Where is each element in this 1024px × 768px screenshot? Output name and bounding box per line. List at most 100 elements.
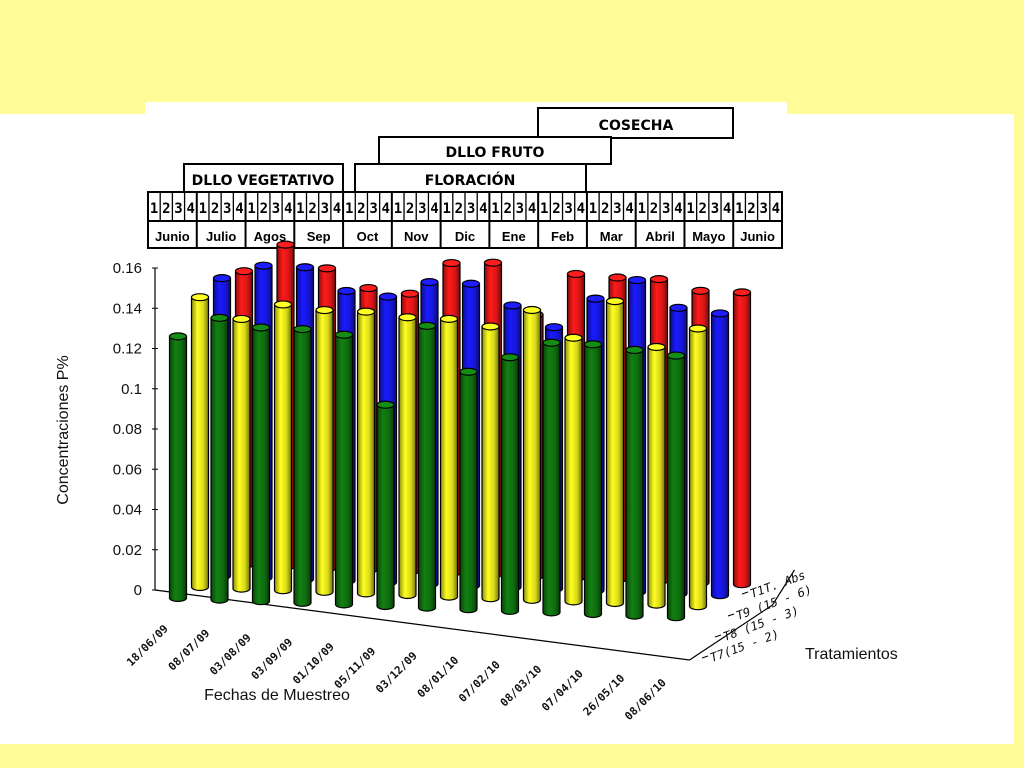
bar (168, 332, 188, 603)
week-number: 3 (759, 201, 767, 217)
x-tick-label: 03/12/09 (373, 649, 420, 696)
bar (334, 330, 354, 609)
y-axis: 0 0.02 0.04 0.06 0.08 0.1 0.12 0.14 0.16 (113, 260, 142, 599)
week-number: 1 (589, 201, 597, 217)
week-number: 4 (625, 201, 633, 217)
phase-box-vegetativo (183, 163, 344, 193)
x-tick-label: 08/06/10 (622, 676, 669, 723)
week-number: 1 (394, 201, 402, 217)
bar (439, 314, 459, 601)
panel-notch-right (787, 102, 1014, 114)
week-number: 1 (247, 201, 255, 217)
bar (522, 305, 542, 604)
x-axis-title: Fechas de Muestreo (204, 687, 350, 704)
week-number: 1 (638, 201, 646, 217)
week-number: 2 (699, 201, 707, 217)
month-label: Dic (455, 229, 475, 244)
month-label: Mayo (692, 229, 725, 244)
y-tick-label: 0.1 (121, 381, 142, 398)
week-number: 2 (747, 201, 755, 217)
panel-notch-left (0, 102, 145, 114)
week-number: 1 (296, 201, 304, 217)
month-label: Junio (155, 229, 190, 244)
week-number: 4 (235, 201, 243, 217)
week-number: 3 (516, 201, 524, 217)
week-number: 1 (686, 201, 694, 217)
week-number: 4 (479, 201, 487, 217)
month-label: Nov (404, 229, 429, 244)
week-number: 3 (662, 201, 670, 217)
week-number: 4 (186, 201, 194, 217)
y-axis-title: Concentraciones P% (55, 355, 72, 504)
x-tick-label: 03/08/09 (207, 631, 254, 678)
month-label: Feb (551, 229, 574, 244)
week-number: 2 (406, 201, 414, 217)
week-number: 4 (528, 201, 536, 217)
bar (232, 314, 251, 593)
phase-box-floracion (354, 163, 587, 193)
bar (190, 293, 210, 592)
week-number: 4 (382, 201, 390, 217)
chart-floor (154, 569, 796, 661)
week-number: 2 (650, 201, 658, 217)
y-tick-label: 0 (134, 582, 142, 599)
x-tick-label: 05/11/09 (332, 645, 379, 692)
week-number: 2 (552, 201, 560, 217)
x-tick-label: 08/03/10 (498, 663, 545, 710)
x-tick-label: 26/05/10 (581, 672, 628, 719)
y-tick-label: 0.08 (113, 421, 142, 438)
week-number: 2 (260, 201, 268, 217)
week-number: 1 (345, 201, 353, 217)
bar (564, 333, 583, 606)
bar (376, 400, 395, 611)
bar (647, 342, 666, 609)
week-number: 3 (418, 201, 426, 217)
month-label: Junio (740, 229, 775, 244)
phase-label-cosecha: COSECHA (599, 118, 674, 134)
week-number: 2 (357, 201, 365, 217)
x-axis-labels: 18/06/0908/07/0903/08/0903/09/0901/10/09… (124, 622, 669, 723)
x-tick-label: 07/02/10 (456, 658, 503, 705)
bar (732, 288, 752, 589)
week-number: 2 (455, 201, 463, 217)
week-number: 2 (601, 201, 609, 217)
month-label: Mar (600, 229, 623, 244)
week-number: 4 (333, 201, 341, 217)
x-tick-label: 01/10/09 (290, 640, 337, 687)
week-number: 3 (174, 201, 182, 217)
chart-area: 0 0.02 0.04 0.06 0.08 0.1 0.12 0.14 0.16 18/06/0… (55, 240, 898, 723)
bar (459, 367, 478, 614)
month-label: Sep (307, 229, 331, 244)
x-tick-label: 08/07/09 (166, 627, 213, 674)
phenology-header: COSECHA DLLO FRUTO DLLO VEGETATIVO FLORA… (147, 107, 783, 249)
month-row: Junio Julio Agos Sep Oct Nov Dic Ene Feb Mar Abril… (155, 229, 775, 244)
x-tick-label: 07/04/10 (539, 667, 586, 714)
week-number: 3 (223, 201, 231, 217)
phase-box-cosecha (537, 107, 734, 139)
bar (293, 325, 312, 607)
week-number: 4 (577, 201, 585, 217)
back-wall (152, 267, 158, 591)
bar (481, 322, 500, 603)
y-tick-label: 0.04 (113, 502, 142, 519)
month-label: Oct (357, 229, 379, 244)
week-number: 3 (613, 201, 621, 217)
phase-label-fruto: DLLO FRUTO (446, 145, 545, 161)
x-tick-label: 18/06/09 (124, 622, 171, 669)
bar (315, 305, 334, 596)
bar (273, 300, 293, 595)
week-number: 2 (503, 201, 511, 217)
month-label: Julio (206, 229, 236, 244)
z-axis-title: Tratamientos (805, 646, 898, 663)
week-number: 4 (430, 201, 438, 217)
week-number: 1 (442, 201, 450, 217)
week-number: 3 (321, 201, 329, 217)
week-number: 3 (369, 201, 377, 217)
y-tick-label: 0.06 (113, 461, 142, 478)
week-number: 4 (723, 201, 731, 217)
bar (542, 338, 561, 617)
floor-edge (154, 569, 796, 661)
week-number: 4 (674, 201, 682, 217)
week-number: 2 (162, 201, 170, 217)
phase-box-fruto (378, 136, 612, 165)
